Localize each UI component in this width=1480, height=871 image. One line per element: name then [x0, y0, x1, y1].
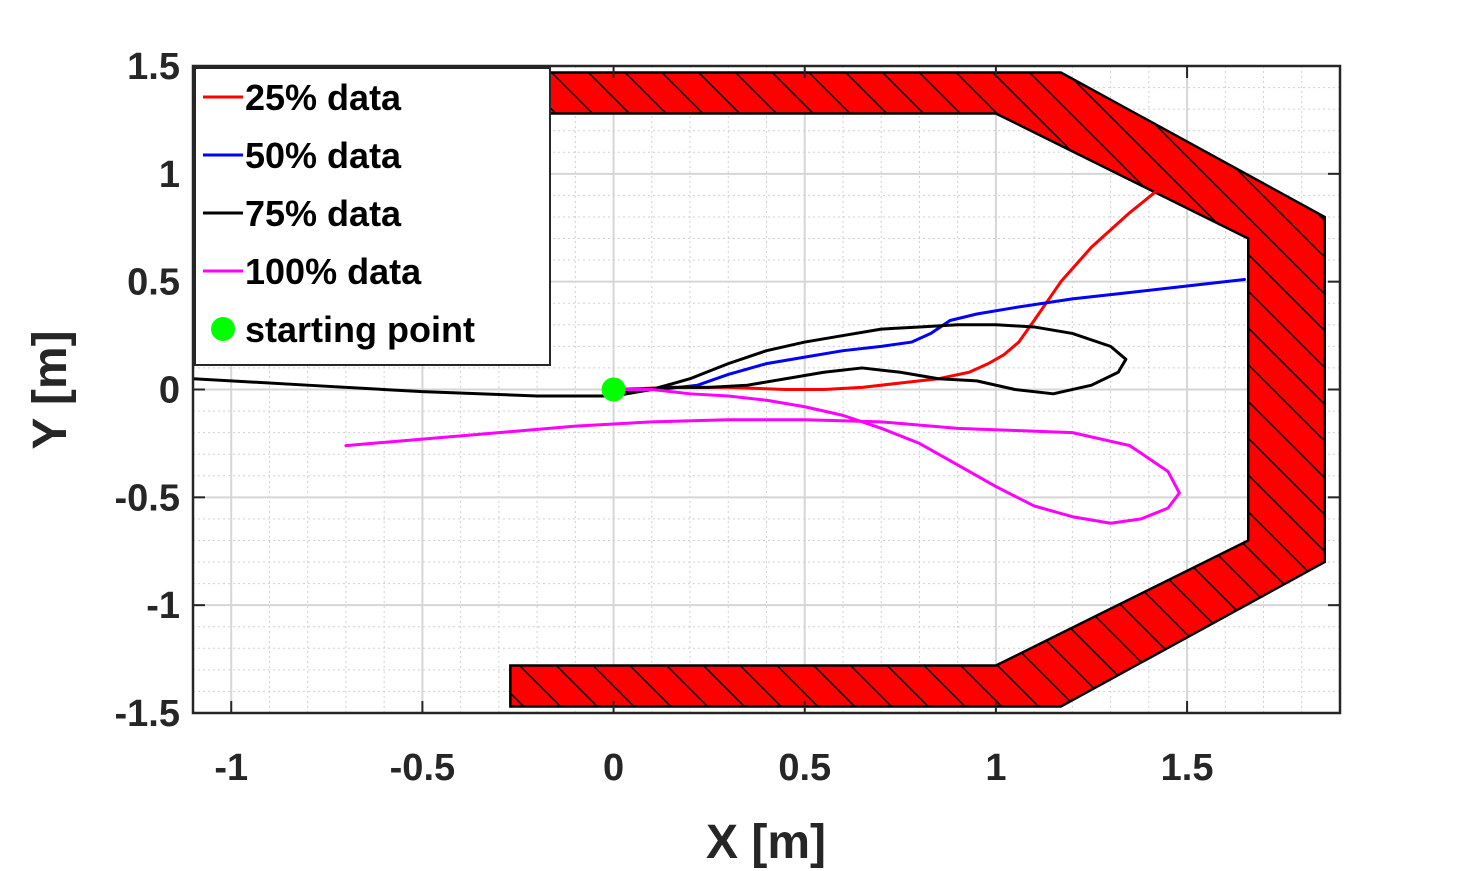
legend-label: 50% data: [245, 135, 402, 176]
legend-label: 100% data: [245, 251, 422, 292]
legend: 25% data 50% data 75% data 100% data startin…: [194, 67, 551, 366]
y-tick-label: -1.5: [115, 693, 180, 735]
series-layer: [193, 189, 1246, 525]
starting-point-marker: [601, 377, 626, 402]
obstacle-layer: [509, 71, 1326, 708]
x-tick-label: 1.5: [1161, 747, 1214, 789]
y-tick-label: 1.5: [127, 46, 180, 88]
legend-box: [194, 67, 551, 366]
obstacle-wall: [509, 71, 1326, 708]
y-tick-label: 0.5: [127, 262, 180, 304]
legend-dot-swatch: [211, 317, 235, 341]
x-tick-label: 0: [603, 747, 624, 789]
y-axis-label: Y [m]: [24, 330, 77, 449]
series-line-50-data: [612, 278, 1246, 391]
x-tick-label: -0.5: [390, 747, 455, 789]
series-line-75-data: [193, 323, 1128, 398]
x-tick-label: 1: [985, 747, 1006, 789]
y-tick-label: -1: [146, 585, 180, 627]
y-tick-label: 0: [159, 370, 180, 412]
x-axis-label: X [m]: [706, 816, 826, 869]
x-tick-label: 0.5: [778, 747, 831, 789]
y-tick-label: 1: [159, 154, 180, 196]
series-line-100-data: [344, 388, 1181, 525]
y-tick-label: -0.5: [115, 477, 180, 519]
legend-label: 25% data: [245, 77, 402, 118]
x-tick-label: -1: [214, 747, 248, 789]
tick-layer: -1 -0.5 0 0.5 1 1.5 1.5 1 0.5 0 -0.5 -1 -1.5: [115, 46, 1340, 789]
series-line-25-data: [612, 189, 1158, 391]
legend-label: starting point: [245, 309, 475, 350]
marker-layer: [601, 377, 626, 402]
legend-label: 75% data: [245, 193, 402, 234]
